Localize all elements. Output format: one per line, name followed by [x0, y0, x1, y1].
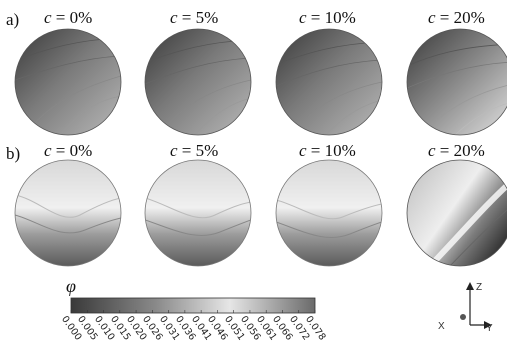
c-label-a1: c = 0% [44, 8, 93, 27]
disk-b-c5 [145, 160, 251, 266]
c-label-b1: c = 0% [44, 141, 93, 160]
disk-b-c20 [407, 160, 507, 266]
row-label-b: b) [6, 144, 21, 163]
axis-label-y: Y [486, 323, 493, 334]
axis-label-x: X [438, 321, 445, 332]
disk-b-c0 [15, 160, 121, 266]
disk-a-c5 [145, 29, 251, 135]
c-label-b2: c = 5% [170, 141, 219, 160]
disk-a-c0 [15, 29, 121, 135]
disk-b-c10 [276, 160, 382, 266]
c-label-a2: c = 5% [170, 8, 219, 27]
row-label-a: a) [6, 10, 20, 29]
colorbar [70, 297, 316, 314]
c-label-b3: c = 10% [299, 141, 356, 160]
axis-triad [460, 282, 492, 329]
axis-label-z: Z [476, 282, 483, 293]
c-label-b4: c = 20% [428, 141, 485, 160]
colorbar-symbol: φ [66, 276, 76, 296]
disk-a-c10 [276, 29, 382, 135]
c-label-a4: c = 20% [428, 8, 485, 27]
c-label-a3: c = 10% [299, 8, 356, 27]
